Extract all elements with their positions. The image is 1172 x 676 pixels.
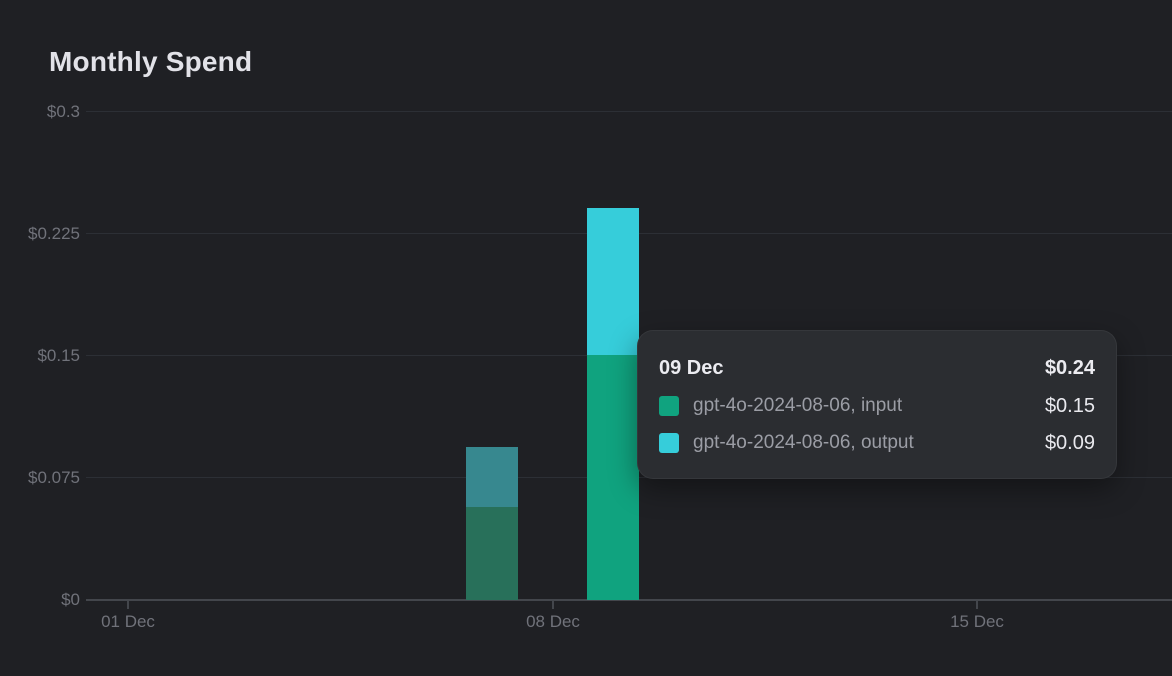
- y-axis-label: $0.225: [28, 224, 80, 243]
- x-axis-label: 01 Dec: [101, 612, 155, 631]
- bar-07-dec[interactable]: [466, 447, 518, 600]
- tooltip-row-value: $0.15: [1044, 394, 1095, 417]
- tooltip-row-label: gpt-4o-2024-08-06, output: [693, 432, 914, 453]
- x-axis-line: [86, 599, 1172, 601]
- output-series-swatch: [659, 433, 679, 453]
- x-tick-mark: [127, 601, 129, 609]
- x-tick-mark: [552, 601, 554, 609]
- y-axis-label: $0.075: [28, 468, 80, 487]
- gridline: [86, 111, 1172, 112]
- tooltip-row-label: gpt-4o-2024-08-06, input: [693, 395, 903, 416]
- x-axis-label: 08 Dec: [526, 612, 580, 631]
- chart-tooltip: 09 Dec $0.24 gpt-4o-2024-08-06, input $0…: [637, 330, 1117, 479]
- tooltip-header: 09 Dec $0.24: [659, 356, 1095, 380]
- tooltip-row-output: gpt-4o-2024-08-06, output $0.09: [659, 432, 1095, 454]
- bar-segment-input[interactable]: [587, 355, 639, 600]
- bar-segment-output[interactable]: [587, 208, 639, 355]
- tooltip-date: 09 Dec: [659, 357, 724, 379]
- bar-09-dec[interactable]: [587, 208, 639, 600]
- y-axis-label: $0: [61, 590, 80, 609]
- page-title: Monthly Spend: [49, 46, 253, 77]
- x-tick-mark: [976, 601, 978, 609]
- x-axis-label: 15 Dec: [950, 612, 1004, 631]
- y-axis-label: $0.15: [37, 346, 80, 365]
- tooltip-row-input: gpt-4o-2024-08-06, input $0.15: [659, 395, 1095, 417]
- tooltip-row-value: $0.09: [1044, 431, 1095, 454]
- y-axis-label: $0.3: [46, 102, 80, 121]
- tooltip-total: $0.24: [1044, 357, 1095, 379]
- bar-segment-output[interactable]: [466, 447, 518, 507]
- input-series-swatch: [659, 396, 679, 416]
- bar-segment-input[interactable]: [466, 507, 518, 600]
